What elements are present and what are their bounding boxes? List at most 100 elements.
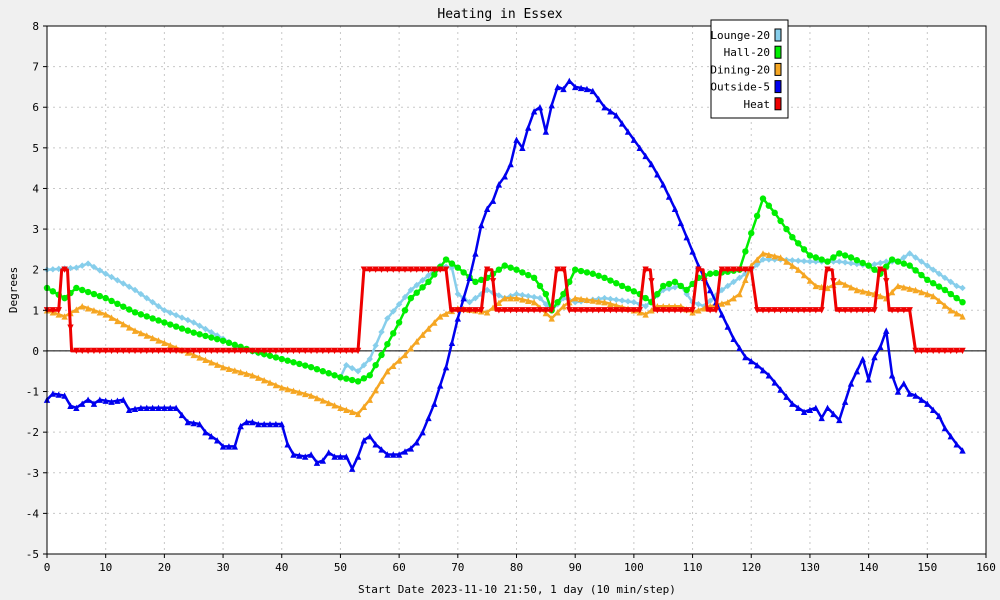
data-point bbox=[806, 307, 814, 314]
data-point bbox=[959, 284, 966, 292]
data-point bbox=[319, 347, 327, 355]
data-point bbox=[272, 347, 280, 355]
data-point bbox=[108, 314, 115, 321]
data-point bbox=[513, 307, 520, 314]
y-tick-label: -1 bbox=[26, 386, 39, 399]
data-point bbox=[102, 294, 109, 302]
data-point bbox=[272, 381, 280, 389]
data-point bbox=[501, 173, 508, 180]
data-point bbox=[888, 256, 896, 263]
data-point bbox=[718, 286, 726, 294]
data-point bbox=[102, 311, 109, 318]
data-point bbox=[360, 361, 368, 369]
data-point bbox=[366, 433, 373, 440]
series-layer bbox=[43, 77, 966, 472]
data-point bbox=[607, 300, 614, 308]
data-point bbox=[384, 451, 391, 458]
data-point bbox=[313, 394, 321, 402]
data-point bbox=[260, 376, 268, 384]
data-point bbox=[425, 278, 432, 286]
data-point bbox=[929, 266, 937, 273]
data-point bbox=[190, 319, 197, 326]
data-point bbox=[530, 293, 538, 301]
data-point bbox=[683, 234, 690, 241]
data-point bbox=[824, 258, 831, 265]
data-point bbox=[847, 380, 855, 387]
data-point bbox=[325, 370, 332, 377]
data-point bbox=[149, 298, 156, 306]
data-point bbox=[167, 347, 174, 355]
data-point bbox=[237, 347, 244, 355]
data-point bbox=[525, 297, 532, 305]
data-point bbox=[654, 290, 661, 298]
data-point bbox=[830, 410, 837, 418]
data-point bbox=[213, 361, 221, 368]
x-tick-label: 60 bbox=[393, 561, 406, 574]
data-point bbox=[343, 453, 350, 460]
data-point bbox=[894, 388, 902, 395]
data-point bbox=[894, 307, 902, 314]
y-tick-label: -3 bbox=[26, 467, 39, 480]
data-point bbox=[255, 347, 262, 355]
data-point bbox=[859, 288, 866, 295]
data-point bbox=[554, 298, 561, 306]
data-point bbox=[266, 379, 274, 386]
data-point bbox=[542, 128, 550, 135]
data-point bbox=[883, 327, 890, 334]
data-point bbox=[742, 248, 749, 255]
data-point bbox=[566, 307, 573, 314]
data-point bbox=[190, 347, 197, 355]
data-point bbox=[208, 334, 215, 341]
data-point bbox=[736, 290, 743, 298]
data-point bbox=[918, 288, 925, 296]
data-point bbox=[888, 372, 896, 379]
data-point bbox=[525, 271, 532, 279]
data-point bbox=[695, 307, 702, 314]
data-point bbox=[472, 278, 479, 286]
data-point bbox=[877, 259, 884, 267]
data-point bbox=[601, 294, 608, 302]
data-point bbox=[114, 317, 121, 325]
data-point bbox=[507, 160, 514, 168]
data-point bbox=[437, 382, 444, 389]
data-point bbox=[941, 347, 949, 355]
data-point bbox=[953, 294, 960, 302]
data-point bbox=[959, 447, 966, 454]
x-tick-label: 100 bbox=[624, 561, 644, 574]
data-point bbox=[536, 282, 544, 290]
data-point bbox=[90, 347, 98, 355]
data-point bbox=[84, 288, 92, 296]
data-point bbox=[877, 266, 884, 273]
data-point bbox=[812, 282, 820, 290]
data-point bbox=[724, 266, 731, 273]
data-point bbox=[853, 260, 861, 268]
data-point bbox=[178, 411, 186, 419]
data-point bbox=[466, 274, 473, 282]
data-point bbox=[425, 414, 432, 422]
data-point bbox=[213, 437, 221, 444]
data-point bbox=[929, 280, 937, 287]
data-point bbox=[378, 266, 385, 273]
y-tick-label: 2 bbox=[32, 264, 39, 277]
data-point bbox=[395, 319, 403, 326]
data-point bbox=[313, 347, 321, 355]
data-point bbox=[343, 347, 350, 355]
data-point bbox=[442, 256, 450, 263]
data-point bbox=[677, 282, 685, 290]
data-point bbox=[378, 446, 385, 453]
data-point bbox=[431, 319, 438, 326]
data-point bbox=[660, 181, 667, 188]
data-point bbox=[947, 433, 954, 440]
x-tick-label: 50 bbox=[334, 561, 347, 574]
data-point bbox=[771, 307, 778, 314]
data-point bbox=[79, 303, 86, 310]
data-point bbox=[55, 311, 62, 318]
data-point bbox=[84, 347, 92, 355]
data-point bbox=[125, 283, 133, 290]
data-point bbox=[947, 307, 954, 314]
data-point bbox=[120, 303, 127, 310]
data-point bbox=[583, 307, 591, 314]
data-point bbox=[331, 453, 338, 460]
data-point bbox=[331, 402, 338, 409]
data-point bbox=[812, 254, 820, 261]
